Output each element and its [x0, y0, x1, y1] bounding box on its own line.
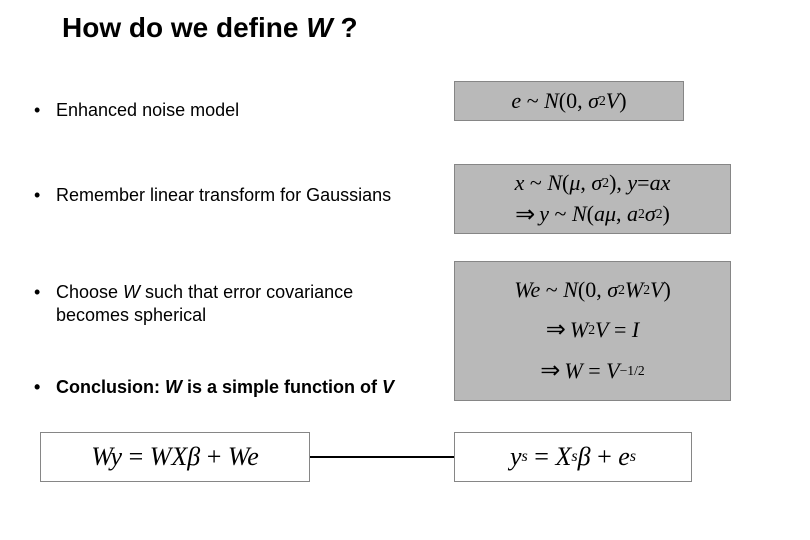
math-line: ⇒ W2V = I — [546, 315, 639, 344]
bullet-enhanced-noise: Enhanced noise model — [56, 99, 406, 122]
formula-noise-model: e ~ N(0, σ2V) — [454, 81, 684, 121]
math-line: x ~ N(μ, σ2), y = ax — [515, 170, 671, 196]
math-line: e ~ N(0, σ2V) — [511, 88, 626, 114]
connector-line — [310, 456, 454, 458]
bullet-var: V — [382, 377, 394, 397]
bullet-var: W — [165, 377, 182, 397]
bullet-text: Remember linear transform for Gaussians — [56, 185, 391, 205]
bullet-text-part: is a simple function of — [182, 377, 382, 397]
bullet-linear-transform: Remember linear transform for Gaussians — [56, 184, 406, 207]
bullet-text-part: Conclusion: — [56, 377, 165, 397]
math-line: We ~ N(0, σ2W2V) — [514, 277, 671, 303]
bullet-var: W — [123, 282, 140, 302]
slide-title: How do we define W ? — [62, 12, 358, 44]
math-line: ⇒ W = V−1/2 — [540, 356, 644, 385]
formula-linear-transform: x ~ N(μ, σ2), y = ax ⇒ y ~ N(aμ, a2σ2) — [454, 164, 731, 234]
title-prefix: How do we define — [62, 12, 306, 43]
formula-spherical: We ~ N(0, σ2W2V) ⇒ W2V = I ⇒ W = V−1/2 — [454, 261, 731, 401]
formula-scaled-equation: ys = Xs β + es — [454, 432, 692, 482]
bullet-text-part: Choose — [56, 282, 123, 302]
bullet-conclusion: Conclusion: W is a simple function of V — [56, 376, 476, 399]
math-line: Wy = WXβ + We — [91, 442, 258, 472]
title-suffix: ? — [333, 12, 358, 43]
bullet-choose-w: Choose W such that error covariance beco… — [56, 281, 406, 326]
title-variable: W — [306, 12, 332, 43]
math-line: ys = Xs β + es — [510, 442, 636, 472]
formula-weighted-equation: Wy = WXβ + We — [40, 432, 310, 482]
bullet-text: Enhanced noise model — [56, 100, 239, 120]
math-line: ⇒ y ~ N(aμ, a2σ2) — [515, 200, 670, 229]
